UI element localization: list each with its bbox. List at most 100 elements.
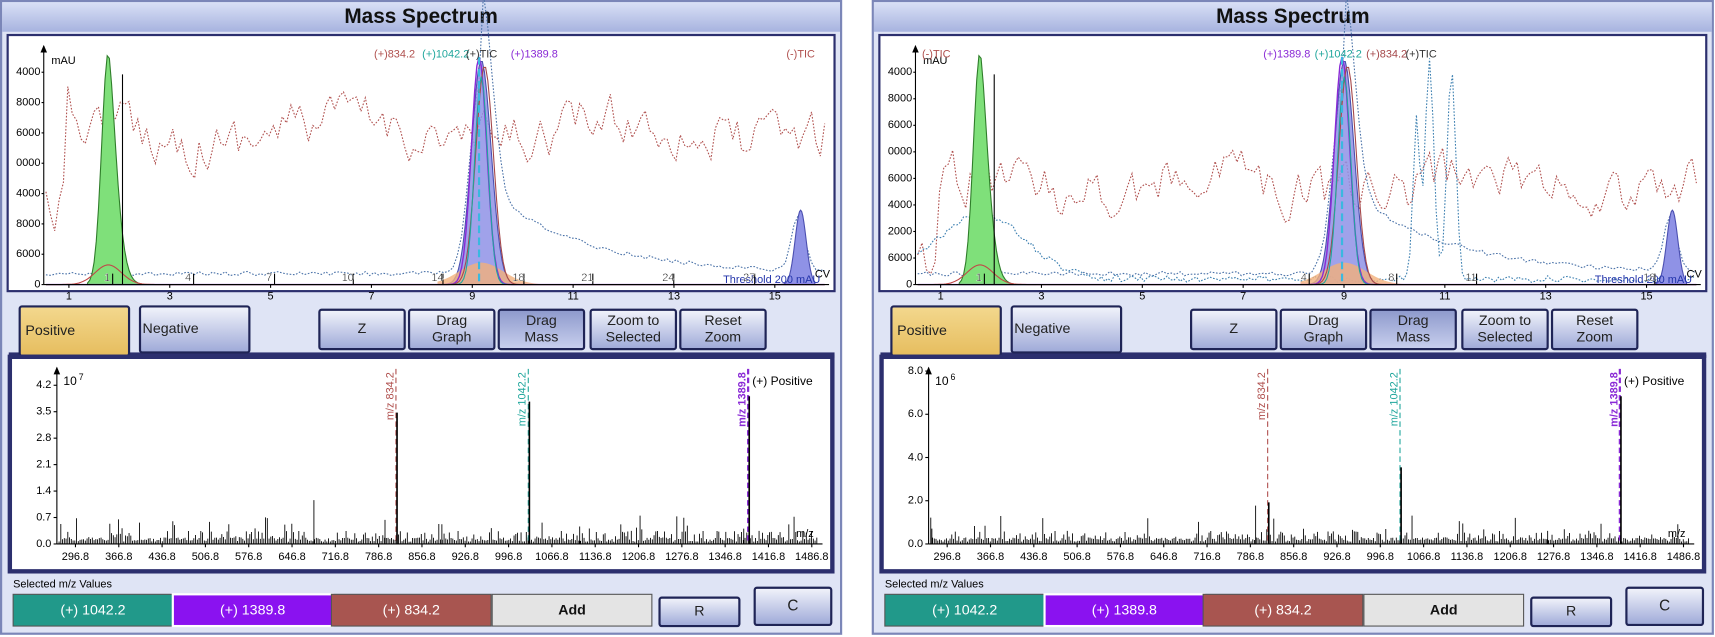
mz-chip-label: (+) 834.2 <box>383 602 440 618</box>
tab-bg <box>1010 305 1123 354</box>
x-tick-label: 1486.8 <box>1667 551 1700 563</box>
title-bar <box>2 2 840 32</box>
toolbar-button-label: Zoom <box>705 329 741 345</box>
x-tick-label: 11 <box>1439 290 1450 302</box>
mz-chip-label: (+) 1389.8 <box>220 602 285 618</box>
tab[interactable]: Negative <box>1010 305 1123 354</box>
toolbar-button-bg <box>589 308 678 351</box>
x-axis-label: m/z <box>1668 528 1686 540</box>
y-tick-label: 4.2 <box>36 379 51 391</box>
legend-entry: (+)TIC <box>466 49 497 61</box>
x-tick-label: 1066.8 <box>535 551 568 563</box>
spectrum: 10 7 (+) Positive 4.2 3.5 2.8 2.1 1.4 0.7 0.0 296.… <box>7 354 835 574</box>
legend-entry: (+)834.2 <box>374 49 415 61</box>
mz-chip-label: (+) 1042.2 <box>932 602 997 618</box>
mz-chip[interactable]: (+) 834.2 <box>1202 593 1364 627</box>
y-tick-label: 4000 <box>888 199 912 211</box>
mz-chip-label: (+) 1389.8 <box>1092 602 1157 618</box>
x-tick-label: 15 <box>769 290 781 302</box>
legend-entry: (+)834.2 <box>1366 49 1407 61</box>
toolbar-button-bg <box>318 308 406 351</box>
close-button-bg <box>1625 586 1705 627</box>
y-exponent: 10 <box>63 374 77 388</box>
trace <box>45 86 826 231</box>
peak-label: 1 <box>104 272 110 284</box>
tab[interactable]: Negative <box>138 305 251 354</box>
toolbar-button[interactable]: Z <box>1190 308 1278 351</box>
chromatogram-frame <box>878 33 1708 293</box>
mz-chip[interactable]: (+) 1389.8 <box>1043 593 1206 628</box>
x-tick-label: 436.8 <box>148 551 175 563</box>
tab-label: Positive <box>25 323 75 339</box>
toolbar-button-label: Mass <box>1396 329 1430 345</box>
tab-label: Negative <box>143 321 199 337</box>
panel-title: Mass Spectrum <box>344 5 497 28</box>
toolbar-button-label: Graph <box>432 329 472 345</box>
toolbar-button-bg <box>497 308 586 351</box>
remove-button[interactable]: R <box>658 596 741 628</box>
remove-button-label: R <box>694 604 704 620</box>
close-button[interactable]: C <box>753 586 833 627</box>
toolbar-button-bg <box>1461 308 1549 351</box>
mz-chip[interactable]: (+) 1389.8 <box>171 593 334 628</box>
remove-button-bg <box>658 596 741 628</box>
y-tick-label: 0 <box>34 278 40 290</box>
toolbar-button-label: Zoom to <box>1479 313 1531 329</box>
spectrum-noise <box>58 500 818 544</box>
y-tick-label: 6000 <box>888 119 912 131</box>
x-tick-label: 1416.8 <box>1623 551 1656 563</box>
mz-chip[interactable]: Add <box>1363 593 1525 627</box>
toolbar-button-label: Drag <box>1398 313 1429 329</box>
tab[interactable]: Positive <box>890 305 1002 357</box>
close-button[interactable]: C <box>1625 586 1705 627</box>
toolbar-button-bg <box>1369 308 1457 351</box>
toolbar-button-label: Zoom to <box>607 313 659 329</box>
x-tick-label: 5 <box>268 290 274 302</box>
spectrum-noise <box>930 505 1689 544</box>
tab-bg <box>138 305 251 354</box>
peak-label: 4 <box>185 272 191 284</box>
x-tick-label: 716.8 <box>322 551 349 563</box>
axis-arrow <box>912 44 919 53</box>
x-tick-label: 11 <box>567 290 578 302</box>
mz-chip[interactable]: (+) 834.2 <box>330 593 492 627</box>
toolbar-button[interactable]: Z <box>318 308 406 351</box>
mz-chip-bg <box>1363 593 1525 627</box>
toolbar-button-label: Reset <box>1576 313 1613 329</box>
mode-label: (+) Positive <box>1624 374 1685 388</box>
threshold-label: Threshold 200 mAU <box>723 274 820 286</box>
mz-chip[interactable]: Add <box>491 593 653 627</box>
y-exponent-power: 7 <box>79 372 84 382</box>
x-tick-label: 1136.8 <box>1451 551 1484 563</box>
x-tick-label: 786.8 <box>1237 551 1264 563</box>
tab[interactable]: Positive <box>18 305 131 357</box>
x-tick-label: 7 <box>1240 290 1246 302</box>
panel: Mass Spectrum mAU 4000 8000 6000 0000 6000 4000… <box>871 0 1714 635</box>
x-tick-label: 9 <box>1341 290 1347 302</box>
mode-label: (+) Positive <box>752 374 813 388</box>
spectrum: 10 6 (+) Positive 8.0 6.0 4.0 2.0 0.0 296.8 366.8… <box>879 354 1707 574</box>
x-tick-label: 366.8 <box>977 551 1004 563</box>
toolbar-button-label: Mass <box>524 329 558 345</box>
peak-label: 10 <box>342 272 354 284</box>
toolbar-button-bg <box>1190 308 1278 351</box>
peak-label: 1 <box>976 272 982 284</box>
peak-label: m/z 1042.2 <box>517 372 529 426</box>
mz-chip[interactable]: (+) 1042.2 <box>12 593 174 627</box>
mz-chip[interactable]: (+) 1042.2 <box>884 593 1046 627</box>
remove-button[interactable]: R <box>1530 596 1613 628</box>
mz-chip-bg <box>12 593 174 627</box>
x-tick-label: 1136.8 <box>579 551 612 563</box>
peak-label: m/z 1042.2 <box>1388 372 1400 426</box>
toolbar-button-label: Reset <box>704 313 741 329</box>
trace <box>917 148 1697 275</box>
